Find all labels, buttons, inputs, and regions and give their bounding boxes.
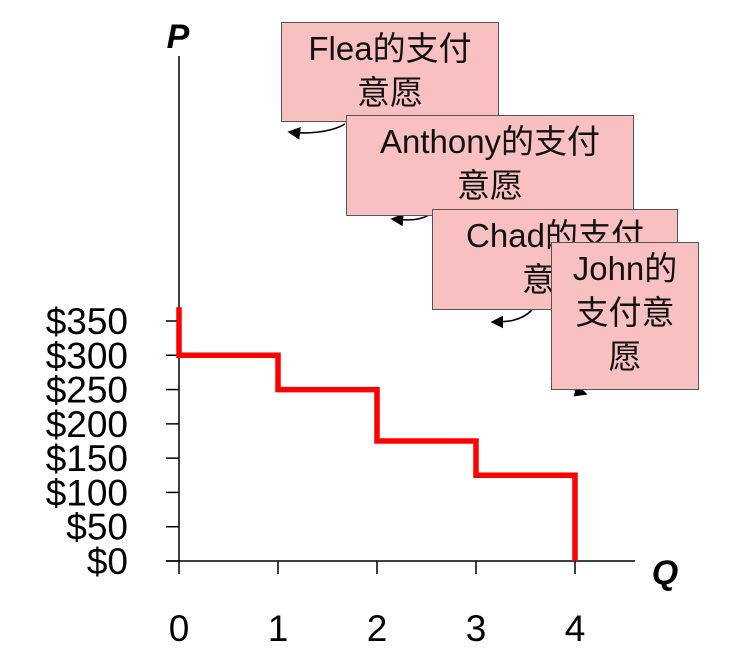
x-tick-label: 1 bbox=[268, 608, 289, 649]
callout-john: John的 支付意 愿 bbox=[551, 242, 699, 390]
x-tick-label: 2 bbox=[367, 608, 388, 649]
y-tick-label: $350 bbox=[46, 301, 128, 342]
annotation-arrow bbox=[287, 123, 346, 140]
x-axis-label: Q bbox=[652, 554, 678, 592]
y-tick-label: $200 bbox=[46, 404, 128, 445]
x-tick-label: 3 bbox=[466, 608, 487, 649]
demand-step-line bbox=[176, 307, 578, 561]
series bbox=[176, 307, 578, 561]
callout-john-line3: 愿 bbox=[608, 338, 642, 375]
callout-flea-line1: Flea的支付 bbox=[308, 30, 472, 67]
y-tick-label: $0 bbox=[87, 541, 128, 582]
y-tick-label: $300 bbox=[46, 335, 128, 376]
x-tick-label: 0 bbox=[169, 608, 190, 649]
callout-john-line2: 支付意 bbox=[575, 294, 675, 331]
callout-john-line1: John的 bbox=[572, 250, 678, 287]
callout-anthony: Anthony的支付 意愿 bbox=[346, 115, 634, 216]
callout-anthony-line2: 意愿 bbox=[457, 167, 523, 204]
y-tick-label: $250 bbox=[46, 370, 128, 411]
y-tick-label: $50 bbox=[66, 507, 128, 548]
y-axis-label: P bbox=[167, 18, 190, 56]
callout-anthony-line1: Anthony的支付 bbox=[379, 123, 601, 160]
callout-flea-line2: 意愿 bbox=[357, 74, 423, 111]
ticks: $0$50$100$150$200$250$300$350 0 1 2 3 4 bbox=[46, 301, 586, 649]
y-tick-label: $150 bbox=[46, 438, 128, 479]
x-tick-label: 4 bbox=[565, 608, 586, 649]
callout-flea: Flea的支付 意愿 bbox=[281, 22, 499, 122]
annotation-arrow bbox=[490, 309, 533, 329]
y-tick-label: $100 bbox=[46, 472, 128, 513]
